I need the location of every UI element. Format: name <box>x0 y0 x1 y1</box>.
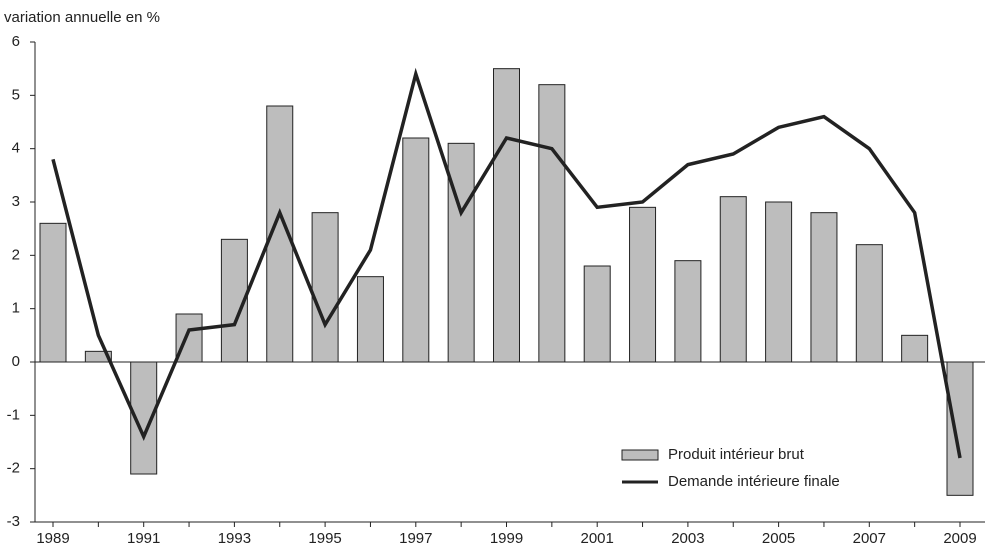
y-tick-label: 4 <box>12 140 20 157</box>
y-tick-label: -2 <box>7 460 20 477</box>
bar <box>311 212 339 363</box>
x-tick-label: 1997 <box>399 530 432 547</box>
bar <box>629 206 657 363</box>
bar <box>855 244 883 363</box>
x-tick-label: 2007 <box>853 530 886 547</box>
y-tick-label: 1 <box>12 300 20 317</box>
bar <box>946 361 974 496</box>
bar <box>810 212 838 363</box>
x-tick-label: 1989 <box>36 530 69 547</box>
x-tick-label: 2005 <box>762 530 795 547</box>
x-tick-label: 1993 <box>218 530 251 547</box>
line <box>51 67 962 459</box>
bar <box>356 276 384 363</box>
x-tick-label: 1991 <box>127 530 160 547</box>
y-tick-label: 0 <box>12 353 20 370</box>
y-tick-label: 5 <box>12 86 20 103</box>
bar <box>493 68 520 363</box>
bar <box>402 137 430 363</box>
bar <box>719 196 747 363</box>
bar <box>765 201 793 363</box>
y-axis-label: variation annuelle en % <box>4 9 160 26</box>
bar <box>538 84 566 363</box>
bar <box>901 334 929 363</box>
x-tick-label: 1995 <box>308 530 341 547</box>
y-tick-label: -3 <box>7 513 20 530</box>
bar <box>39 222 67 363</box>
y-tick-label: 6 <box>12 33 20 50</box>
bar <box>583 265 611 363</box>
x-tick-label: 2001 <box>581 530 614 547</box>
legend-swatch <box>621 449 659 461</box>
x-tick-label: 2003 <box>671 530 704 547</box>
bar <box>447 142 475 363</box>
bar <box>674 260 702 363</box>
bar <box>84 350 112 363</box>
x-tick-label: 2009 <box>943 530 976 547</box>
y-tick-label: 3 <box>12 193 20 210</box>
x-tick-label: 1999 <box>490 530 523 547</box>
legend-label: Demande intérieure finale <box>668 473 840 490</box>
y-tick-label: 2 <box>12 246 20 263</box>
y-tick-label: -1 <box>7 406 20 423</box>
legend-label: Produit intérieur brut <box>668 446 805 463</box>
